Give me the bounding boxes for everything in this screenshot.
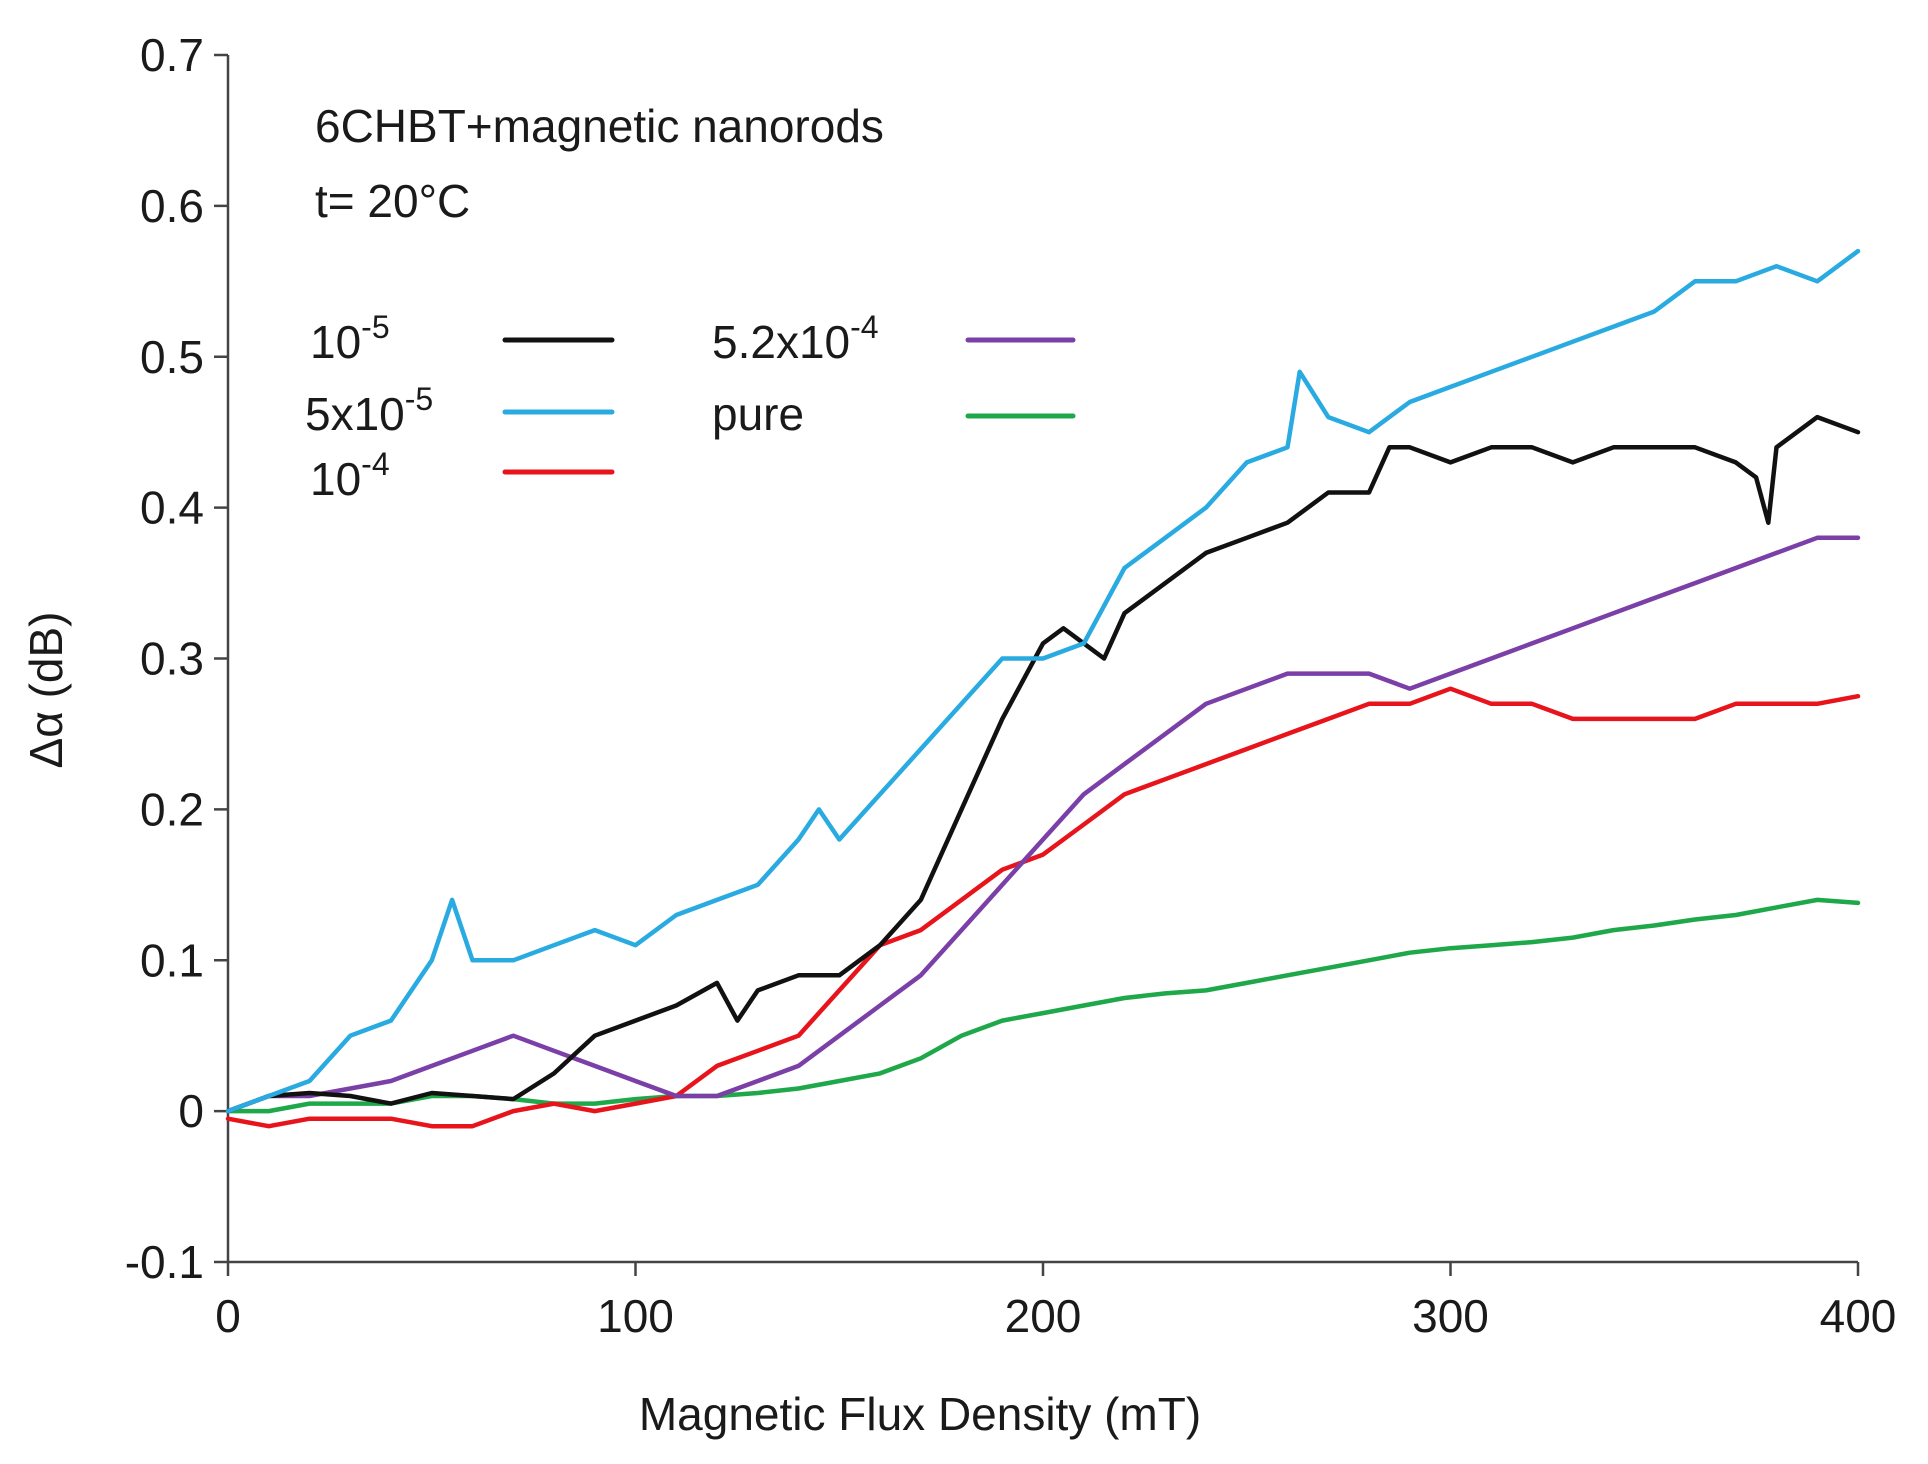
legend-label-5.2x10-4: 5.2x10-4	[712, 309, 879, 368]
y-tick-label: 0.1	[140, 934, 204, 986]
x-tick-label: 200	[1005, 1290, 1082, 1342]
legend-label-exponent: -5	[405, 381, 433, 417]
series-line-pure	[225, 897, 1861, 1114]
y-tick-label: -0.1	[125, 1236, 204, 1288]
legend-label-exponent: -5	[361, 309, 389, 345]
y-tick-label: 0.4	[140, 482, 204, 534]
series-line-5x10-5	[225, 248, 1861, 1114]
series-line-10-5	[225, 414, 1861, 1114]
legend-label-base: 5x10	[305, 388, 405, 440]
x-tick-label: 100	[597, 1290, 674, 1342]
legend-label-base: 5.2x10	[712, 316, 850, 368]
x-tick-label: 300	[1412, 1290, 1489, 1342]
x-axis-title: Magnetic Flux Density (mT)	[639, 1388, 1201, 1440]
annotation-line-1: 6CHBT+magnetic nanorods	[315, 100, 884, 152]
legend-label-base: 10	[310, 453, 361, 505]
x-tick-label: 0	[215, 1290, 241, 1342]
legend-label-base: 10	[310, 316, 361, 368]
series-layer	[225, 248, 1861, 1129]
legend-label-10-5: 10-5	[310, 309, 390, 368]
legend-label-5x10-5: 5x10-5	[305, 381, 433, 440]
legend-label-pure: pure	[712, 388, 804, 440]
annotation-line-2: t= 20°C	[315, 175, 470, 227]
y-tick-label: 0	[178, 1085, 204, 1137]
y-tick-label: 0.2	[140, 783, 204, 835]
legend-label-exponent: -4	[361, 446, 389, 482]
series-line-10-4	[225, 686, 1861, 1129]
legend-label-exponent: -4	[850, 309, 878, 345]
legend-label-base: pure	[712, 388, 804, 440]
chart-annotation: 6CHBT+magnetic nanorods t= 20°C	[315, 100, 884, 227]
y-axis-title: Δα (dB)	[20, 611, 72, 768]
y-tick-label: 0.7	[140, 29, 204, 81]
y-tick-label: 0.3	[140, 633, 204, 685]
y-tick-label: 0.5	[140, 331, 204, 383]
y-tick-label: 0.6	[140, 180, 204, 232]
x-tick-label: 400	[1820, 1290, 1897, 1342]
legend-label-10-4: 10-4	[310, 446, 390, 505]
series-line-5.2x10-4	[225, 535, 1861, 1114]
axes: -0.100.10.20.30.40.50.60.70 100 200 300 400	[125, 29, 1897, 1342]
